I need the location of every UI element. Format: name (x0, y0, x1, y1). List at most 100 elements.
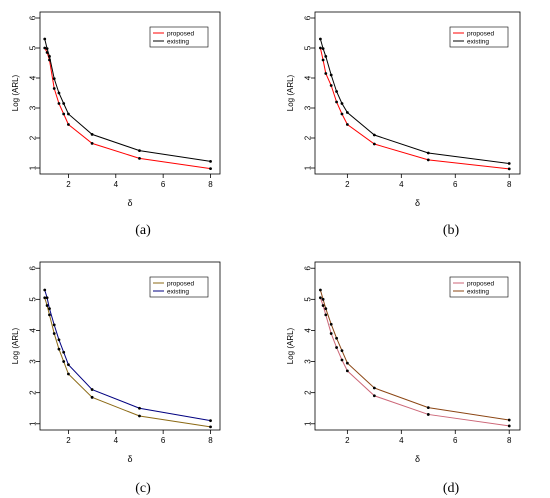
x-axis-label: δ (415, 454, 420, 464)
y-tick-label: 2 (304, 390, 313, 395)
data-point-existing (318, 288, 322, 292)
data-point-existing (62, 102, 66, 105)
data-point-existing (209, 419, 212, 423)
y-tick-label: 3 (304, 105, 313, 110)
x-tick-label: 8 (208, 180, 213, 189)
data-point-proposed (67, 123, 70, 126)
data-point-proposed (90, 142, 94, 145)
data-point-existing (318, 37, 322, 41)
data-point-proposed (507, 424, 511, 428)
data-point-proposed (62, 112, 66, 116)
plot-frame (314, 261, 521, 431)
data-point-existing (507, 418, 511, 422)
y-tick-label: 5 (304, 297, 313, 302)
data-point-existing (48, 55, 51, 58)
plot-frame (314, 11, 521, 175)
data-point-proposed (324, 313, 328, 317)
y-tick-label: 6 (29, 15, 38, 20)
data-point-existing (62, 350, 66, 354)
data-point-proposed (43, 46, 47, 50)
series-line-existing (44, 289, 211, 422)
y-tick-label: 2 (304, 135, 313, 140)
data-point-existing (52, 323, 56, 327)
data-point-proposed (57, 347, 61, 351)
data-point-proposed (321, 58, 325, 62)
x-tick-label: 6 (453, 436, 458, 445)
data-point-proposed (372, 394, 376, 398)
x-tick-label: 2 (345, 436, 350, 445)
data-point-proposed (318, 296, 322, 300)
data-point-existing (324, 55, 328, 58)
data-point-existing (57, 91, 61, 95)
x-axis-label: δ (415, 198, 420, 208)
x-tick-label: 2 (345, 180, 350, 189)
x-tick-label: 4 (399, 180, 404, 189)
legend-box (149, 276, 209, 298)
panel-label: (b) (443, 223, 460, 238)
data-point-proposed (52, 87, 56, 90)
data-point-existing (138, 406, 141, 410)
legend-box (449, 26, 509, 48)
data-point-proposed (426, 413, 430, 416)
series-line-proposed (319, 297, 510, 427)
x-tick-label: 4 (114, 436, 119, 445)
data-point-existing (329, 73, 333, 77)
data-point-proposed (209, 425, 212, 429)
data-point-proposed (57, 102, 61, 105)
plot-frame (39, 261, 221, 431)
y-tick-label: 2 (29, 390, 38, 395)
y-axis-label: Log (ARL) (286, 74, 295, 111)
data-point-proposed (329, 332, 333, 335)
data-point-existing (90, 133, 94, 136)
data-point-existing (48, 307, 51, 311)
x-axis-label: δ (127, 198, 132, 208)
data-point-proposed (335, 346, 338, 349)
y-tick-label: 3 (29, 359, 38, 364)
x-axis-label: δ (127, 454, 132, 464)
data-point-existing (43, 288, 47, 292)
data-point-proposed (62, 360, 66, 363)
data-point-existing (90, 388, 94, 391)
legend-label-proposed: proposed (467, 280, 494, 287)
data-point-existing (209, 160, 212, 163)
legend-box (149, 26, 209, 48)
series-line-proposed (44, 297, 211, 428)
data-point-proposed (43, 296, 47, 300)
data-point-proposed (90, 395, 94, 399)
data-point-proposed (67, 372, 70, 376)
legend-label-existing: existing (467, 288, 489, 295)
data-point-proposed (340, 112, 344, 116)
y-tick-label: 5 (304, 45, 313, 50)
data-point-proposed (329, 84, 333, 87)
data-point-existing (507, 162, 511, 165)
data-point-existing (372, 386, 376, 390)
legend-label-proposed: proposed (167, 30, 194, 37)
y-tick-label: 5 (29, 45, 38, 50)
data-point-existing (340, 102, 344, 105)
data-point-proposed (426, 158, 430, 162)
y-tick-label: 1 (304, 421, 313, 426)
legend-label-proposed: proposed (467, 30, 494, 37)
data-point-proposed (209, 167, 212, 171)
x-tick-label: 8 (507, 436, 512, 445)
y-tick-label: 5 (29, 297, 38, 302)
data-point-proposed (372, 142, 376, 146)
data-point-proposed (340, 358, 344, 362)
y-axis-label: Log (ARL) (11, 74, 20, 111)
x-tick-label: 8 (208, 436, 213, 445)
legend-label-existing: existing (467, 38, 489, 45)
data-point-proposed (45, 304, 49, 307)
y-tick-label: 2 (29, 135, 38, 140)
data-point-existing (43, 37, 47, 41)
x-tick-label: 4 (399, 436, 404, 445)
y-tick-label: 1 (29, 421, 38, 426)
data-point-existing (138, 149, 141, 153)
data-point-existing (67, 363, 70, 367)
y-tick-label: 4 (29, 328, 38, 333)
series-line-proposed (319, 47, 510, 170)
data-point-existing (52, 77, 56, 80)
data-point-proposed (324, 72, 328, 75)
y-tick-label: 3 (304, 359, 313, 364)
